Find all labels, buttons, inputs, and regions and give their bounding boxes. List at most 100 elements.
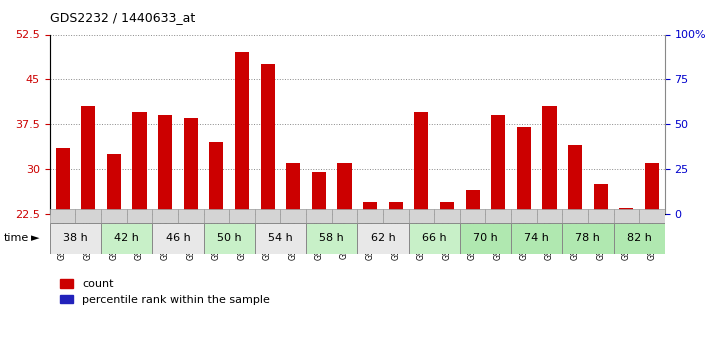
Bar [338, 214, 351, 318]
Bar [358, 209, 383, 223]
Bar [537, 209, 562, 223]
Bar [260, 65, 274, 214]
Bar [517, 214, 531, 318]
Bar [568, 214, 582, 309]
Bar [152, 209, 178, 223]
Bar [107, 154, 121, 214]
Bar [178, 209, 203, 223]
Text: 70 h: 70 h [473, 233, 498, 243]
Bar [358, 223, 409, 254]
Bar [101, 209, 127, 223]
Bar [75, 209, 101, 223]
Bar [614, 223, 665, 254]
Bar [229, 209, 255, 223]
Bar [50, 223, 101, 254]
Bar [619, 214, 634, 318]
Bar [152, 223, 203, 254]
Legend: count, percentile rank within the sample: count, percentile rank within the sample [55, 275, 274, 309]
Text: time: time [4, 233, 29, 243]
Text: 50 h: 50 h [217, 233, 242, 243]
Bar [235, 214, 249, 318]
Bar [255, 209, 280, 223]
Bar [568, 145, 582, 214]
Text: 38 h: 38 h [63, 233, 87, 243]
Bar [383, 209, 409, 223]
Bar [511, 223, 562, 254]
Bar [511, 209, 537, 223]
Bar [260, 214, 274, 318]
Bar [286, 214, 300, 318]
Bar [235, 52, 249, 214]
Bar [280, 209, 306, 223]
Bar [331, 209, 358, 223]
Bar [50, 209, 75, 223]
Bar [158, 115, 172, 214]
Bar [209, 142, 223, 214]
Bar [415, 214, 429, 318]
Bar [542, 106, 557, 214]
Bar [203, 223, 255, 254]
Bar [409, 209, 434, 223]
Bar [158, 214, 172, 318]
Bar [415, 112, 429, 214]
Bar [132, 214, 146, 318]
Bar [55, 214, 70, 327]
Bar [594, 214, 608, 327]
Bar [363, 202, 377, 214]
Text: 82 h: 82 h [626, 233, 651, 243]
Bar [127, 209, 152, 223]
Bar [460, 209, 486, 223]
Bar [338, 163, 351, 214]
Bar [132, 112, 146, 214]
Bar [440, 202, 454, 214]
Bar [363, 214, 377, 318]
Bar [588, 209, 614, 223]
Text: 62 h: 62 h [370, 233, 395, 243]
Bar [255, 223, 306, 254]
Bar [460, 223, 511, 254]
Text: ►: ► [31, 233, 39, 243]
Bar [286, 163, 300, 214]
Bar [594, 184, 608, 214]
Bar [183, 118, 198, 214]
Bar [645, 163, 659, 214]
Bar [562, 209, 588, 223]
Text: 78 h: 78 h [575, 233, 600, 243]
Bar [486, 209, 511, 223]
Bar [312, 214, 326, 318]
Bar [466, 190, 480, 214]
Text: 66 h: 66 h [422, 233, 447, 243]
Bar [434, 209, 460, 223]
Bar [389, 202, 402, 214]
Bar [440, 214, 454, 318]
Bar [209, 214, 223, 318]
Bar [409, 223, 460, 254]
Bar [81, 106, 95, 214]
Bar [562, 223, 614, 254]
Bar [312, 172, 326, 214]
Text: 46 h: 46 h [166, 233, 191, 243]
Bar [466, 214, 480, 318]
Bar [639, 209, 665, 223]
Bar [101, 223, 152, 254]
Bar [645, 214, 659, 318]
Bar [183, 214, 198, 327]
Bar [306, 209, 331, 223]
Text: GDS2232 / 1440633_at: GDS2232 / 1440633_at [50, 11, 195, 24]
Bar [542, 214, 557, 318]
Bar [306, 223, 358, 254]
Text: 58 h: 58 h [319, 233, 344, 243]
Bar [203, 209, 229, 223]
Bar [389, 214, 402, 318]
Bar [619, 208, 634, 214]
Bar [517, 127, 531, 214]
Text: 74 h: 74 h [524, 233, 549, 243]
Bar [491, 214, 506, 318]
Bar [614, 209, 639, 223]
Bar [55, 148, 70, 214]
Bar [81, 214, 95, 309]
Bar [491, 115, 506, 214]
Text: 42 h: 42 h [114, 233, 139, 243]
Bar [107, 214, 121, 318]
Text: 54 h: 54 h [268, 233, 293, 243]
